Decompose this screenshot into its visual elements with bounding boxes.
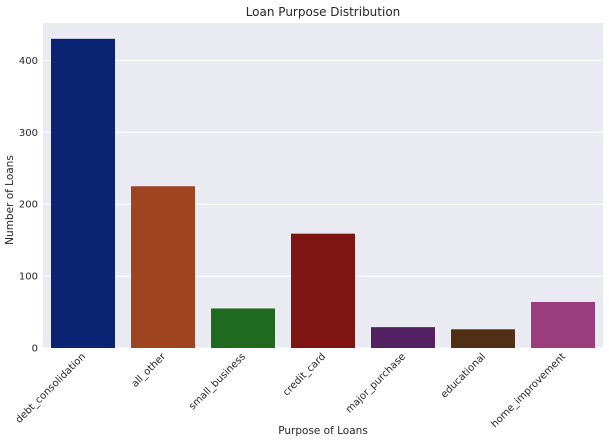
x-tick-label: all_other bbox=[130, 351, 169, 390]
chart-title: Loan Purpose Distribution bbox=[246, 5, 401, 19]
bar-credit-card bbox=[291, 233, 355, 348]
y-axis-title: Number of Loans bbox=[4, 155, 16, 245]
x-tick-label: educational bbox=[439, 351, 488, 400]
y-tick-label: 300 bbox=[19, 128, 38, 139]
x-tick-label: small_business bbox=[187, 351, 248, 412]
bar-debt-consolidation bbox=[51, 38, 115, 349]
bars bbox=[51, 38, 595, 349]
y-tick-label: 100 bbox=[19, 272, 38, 283]
bar-major-purchase bbox=[371, 327, 435, 348]
y-tick-label: 0 bbox=[32, 344, 38, 355]
y-axis-tick-labels: 0 100 200 300 400 bbox=[19, 56, 38, 355]
x-tick-label: major_purchase bbox=[344, 351, 408, 415]
x-tick-label: debt_consolidation bbox=[14, 351, 88, 425]
bar-educational bbox=[451, 329, 515, 348]
y-tick-label: 400 bbox=[19, 56, 38, 67]
x-axis-title: Purpose of Loans bbox=[278, 425, 368, 437]
x-tick-label: home_improvement bbox=[489, 351, 568, 430]
x-tick-label: credit_card bbox=[281, 351, 328, 398]
x-axis-tick-labels: debt_consolidation all_other small_busines… bbox=[14, 351, 568, 430]
y-tick-label: 200 bbox=[19, 200, 38, 211]
bar-home-improvement bbox=[531, 301, 595, 348]
bar-small-business bbox=[211, 308, 275, 348]
bar-all-other bbox=[131, 186, 195, 348]
